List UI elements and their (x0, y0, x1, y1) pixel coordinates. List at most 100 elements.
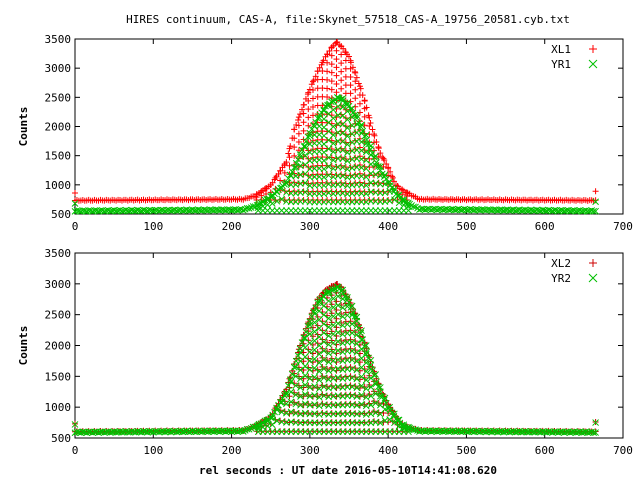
data-point (539, 428, 547, 435)
data-point (353, 384, 361, 392)
data-point (325, 171, 332, 179)
data-point (338, 60, 345, 67)
data-point (324, 51, 331, 58)
data-point (334, 283, 342, 291)
legend-label: YR1 (551, 58, 571, 71)
data-point (391, 178, 398, 185)
data-point (348, 302, 356, 310)
data-point (320, 157, 328, 164)
data-point (500, 428, 507, 436)
data-point (478, 427, 486, 435)
data-point (333, 80, 340, 87)
data-point (517, 428, 525, 436)
data-point (263, 184, 270, 191)
data-point (356, 153, 363, 160)
data-point (539, 206, 547, 214)
data-point (592, 429, 599, 436)
data-point (315, 368, 323, 375)
data-point (315, 350, 323, 358)
data-point (95, 207, 102, 215)
y-tick-label: 2500 (45, 309, 72, 322)
data-point (383, 161, 390, 168)
data-point (372, 409, 379, 417)
data-point (301, 390, 309, 398)
data-point (95, 429, 102, 436)
data-point (264, 201, 271, 209)
data-point (348, 122, 356, 129)
data-point (329, 165, 337, 172)
data-point (278, 195, 286, 203)
data-point (297, 342, 304, 349)
data-point (309, 154, 316, 161)
data-point (362, 350, 370, 358)
plot-frame (74, 252, 624, 439)
data-point (484, 427, 492, 435)
data-point (348, 320, 356, 328)
data-point (381, 405, 389, 413)
data-point (353, 313, 361, 321)
data-point (394, 183, 401, 189)
data-point (358, 129, 365, 137)
data-point (344, 107, 351, 115)
data-point (301, 142, 309, 150)
data-point (329, 348, 337, 356)
data-point (466, 427, 474, 435)
data-point (533, 206, 541, 214)
data-point (333, 39, 340, 46)
chart-title: HIRES continuum, CAS-A, file:Skynet_5751… (126, 13, 570, 26)
data-point (367, 383, 375, 391)
data-point (439, 428, 447, 436)
data-point (329, 148, 337, 156)
data-point (300, 101, 307, 108)
y-tick-label: 500 (51, 208, 71, 221)
data-point (258, 188, 265, 195)
data-point (306, 339, 314, 347)
data-point (369, 126, 376, 133)
data-point (372, 390, 379, 397)
data-point (328, 69, 335, 76)
data-point (290, 164, 298, 171)
y-tick-label: 2500 (45, 91, 72, 104)
data-point (551, 428, 558, 436)
data-point (333, 89, 340, 96)
data-point (89, 429, 96, 437)
data-point (298, 339, 306, 346)
data-point (362, 131, 370, 139)
data-point (362, 190, 370, 198)
data-point (412, 426, 419, 433)
data-point (273, 406, 281, 414)
data-point (362, 148, 370, 156)
x-tick-label: 200 (222, 444, 242, 457)
data-point (325, 315, 332, 322)
data-point (325, 297, 332, 305)
data-point (328, 61, 335, 68)
data-point (344, 132, 351, 140)
data-point (297, 375, 304, 383)
data-point (353, 366, 361, 374)
data-point (333, 56, 340, 63)
data-point (311, 382, 318, 390)
data-point (353, 375, 361, 383)
data-point (355, 80, 362, 87)
data-point (352, 86, 359, 93)
data-point (358, 382, 365, 390)
data-point (173, 207, 181, 215)
data-point (320, 365, 328, 373)
data-point (304, 322, 312, 330)
data-point (348, 338, 356, 346)
data-point (325, 154, 332, 162)
data-point (381, 394, 389, 402)
data-point (527, 206, 535, 214)
data-point (324, 59, 331, 66)
data-point (309, 103, 316, 110)
data-point (286, 154, 293, 161)
data-point (268, 200, 276, 207)
data-point (329, 131, 337, 139)
data-point (380, 155, 387, 162)
data-point (72, 190, 78, 196)
data-point (329, 339, 337, 347)
data-point (333, 315, 340, 322)
data-point (320, 356, 328, 364)
data-point (297, 393, 304, 400)
